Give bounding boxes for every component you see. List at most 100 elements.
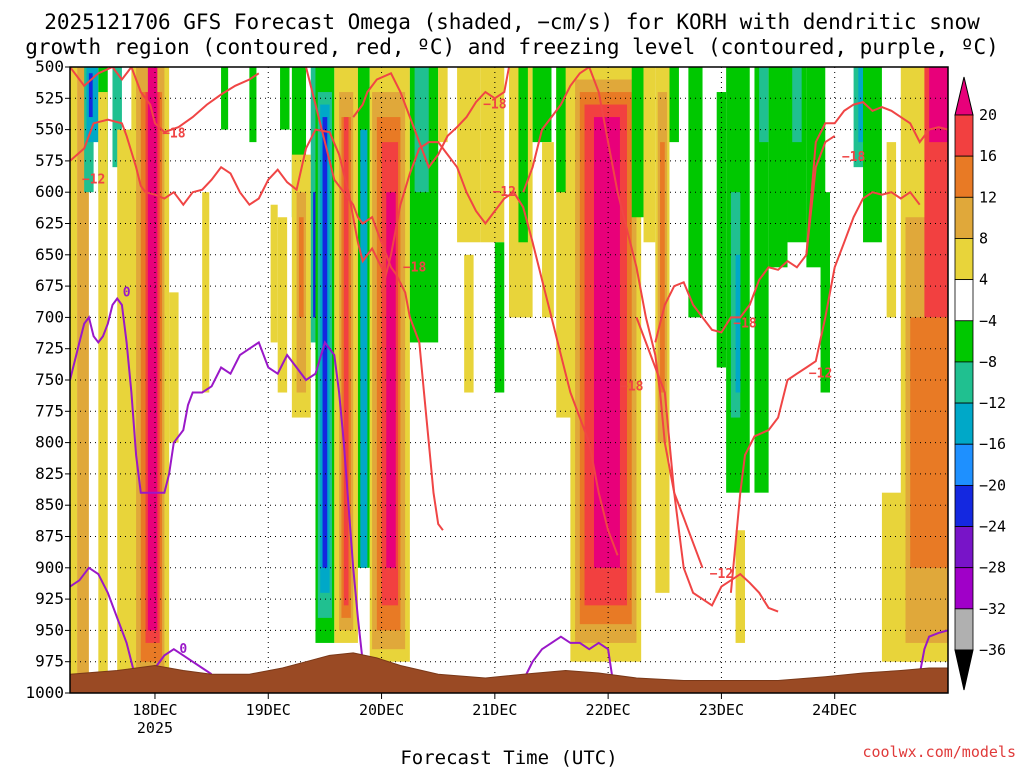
y-tick-label-500: 500 xyxy=(35,57,64,76)
omega-band-65 xyxy=(669,67,679,143)
omega-band-47 xyxy=(480,67,505,243)
contour-label-dgz-minus12-east: −12 xyxy=(809,367,832,382)
colorbar-segment-1 xyxy=(954,155,974,198)
omega-band-44 xyxy=(438,67,448,143)
omega-band-13 xyxy=(147,67,158,631)
omega-band-6 xyxy=(98,92,108,675)
omega-band-20 xyxy=(277,217,288,393)
y-tick-label-525: 525 xyxy=(35,88,64,107)
y-tick-label-1000: 1000 xyxy=(25,683,64,702)
colorbar-segment-7 xyxy=(954,402,974,445)
contour-dgz-minus18-early xyxy=(70,67,260,134)
pressure-axis: 500 525 550 575 600 625 650 675 700 725 750 775 800 8… xyxy=(25,57,70,702)
x-tick-label-24DEC: 24DEC xyxy=(812,701,857,719)
colorbar-segment-10 xyxy=(954,526,974,569)
x-tick-label-21DEC: 21DEC xyxy=(472,701,517,719)
omega-shading xyxy=(70,67,948,675)
contour-label-dgz-minus18-mid: −18 xyxy=(403,260,427,275)
x-axis-label: Forecast Time (UTC) xyxy=(400,747,617,768)
contour-label-dgz-minus18-late: −18 xyxy=(620,379,644,394)
omega-band-36 xyxy=(360,129,368,568)
contour-freezing-0-mid xyxy=(522,635,614,681)
credit-text: coolwx.com/models xyxy=(862,743,1016,761)
temperature-contours: −12 −18 −18 −18 −12 −18 −12 −18 −12 −18 0 0 xyxy=(70,67,948,683)
omega-band-50 xyxy=(518,67,528,243)
omega-band-76 xyxy=(792,67,802,143)
omega-band-17 xyxy=(249,67,257,143)
contour-label-dgz-minus18-mid2: −18 xyxy=(483,98,507,113)
x-tick-label-18DEC: 18DEC xyxy=(132,701,177,719)
y-tick-label-625: 625 xyxy=(35,214,64,233)
contour-dgz-minus18-far xyxy=(805,100,948,255)
omega-band-86 xyxy=(910,317,948,568)
y-tick-label-800: 800 xyxy=(35,433,64,452)
y-tick-label-550: 550 xyxy=(35,120,64,139)
omega-colorbar: 20 16 12 8 4 −4 −8 −12 −16 −20 −24 −28 −32 −36 xyxy=(954,76,1006,691)
omega-band-24 xyxy=(298,217,304,318)
colorbar-segment-2 xyxy=(954,196,974,239)
colorbar-top-arrow xyxy=(954,76,974,116)
omega-band-8 xyxy=(117,129,134,675)
contour-label-dgz-minus18-east: −18 xyxy=(733,317,757,332)
y-tick-label-575: 575 xyxy=(35,151,64,170)
colorbar-label-6: −8 xyxy=(979,353,997,371)
omega-band-48 xyxy=(494,242,505,393)
contour-freezing-0-early xyxy=(70,296,364,662)
x-tick-label-20DEC: 20DEC xyxy=(359,701,404,719)
colorbar-segment-9 xyxy=(954,484,974,527)
colorbar-label-0: 20 xyxy=(979,106,997,124)
contour-label-dgz-minus12-mid: −12 xyxy=(493,185,516,200)
omega-band-18 xyxy=(270,204,278,343)
colorbar-label-4: 4 xyxy=(979,271,988,289)
omega-band-0 xyxy=(70,67,78,675)
contour-dgz-minus18-late xyxy=(522,67,704,569)
colorbar-segment-4 xyxy=(954,279,974,322)
omega-band-71 xyxy=(735,530,746,643)
contour-dgz-minus12-east xyxy=(729,190,921,593)
y-tick-label-900: 900 xyxy=(35,558,64,577)
omega-band-78 xyxy=(820,192,830,393)
y-tick-label-600: 600 xyxy=(35,182,64,201)
omega-band-61 xyxy=(643,67,656,243)
colorbar-label-1: 16 xyxy=(979,147,997,165)
omega-band-16 xyxy=(221,67,229,130)
y-tick-label-750: 750 xyxy=(35,370,64,389)
contour-label-dgz-minus18-early: −18 xyxy=(162,126,186,141)
contour-label-dgz-minus12-late: −12 xyxy=(710,567,733,582)
colorbar-segment-8 xyxy=(954,443,974,486)
colorbar-label-5: −4 xyxy=(979,312,997,330)
contour-dgz-minus12-mid xyxy=(380,141,619,556)
contour-label-dgz-minus12-early: −12 xyxy=(82,173,105,188)
y-tick-label-925: 925 xyxy=(35,589,64,608)
y-tick-label-825: 825 xyxy=(35,464,64,483)
omega-band-80 xyxy=(858,67,864,143)
x-tick-label-23DEC: 23DEC xyxy=(699,701,744,719)
omega-band-74 xyxy=(768,67,788,268)
y-tick-label-675: 675 xyxy=(35,276,64,295)
colorbar-segment-12 xyxy=(954,608,974,651)
colorbar-segment-5 xyxy=(954,320,974,363)
colorbar-label-8: −16 xyxy=(979,435,1006,453)
omega-band-7 xyxy=(112,67,122,168)
y-tick-label-850: 850 xyxy=(35,495,64,514)
omega-band-88 xyxy=(929,67,948,143)
colorbar-label-11: −28 xyxy=(979,559,1006,577)
omega-band-72 xyxy=(754,67,769,493)
y-tick-label-725: 725 xyxy=(35,339,64,358)
omega-band-64 xyxy=(660,142,665,393)
colorbar-label-10: −24 xyxy=(979,518,1006,536)
contour-dgz-minus12-late xyxy=(635,317,779,613)
contour-label-freezing-0-early: 0 xyxy=(123,285,131,300)
omega-band-1 xyxy=(77,67,89,675)
omega-band-73 xyxy=(759,67,769,143)
y-tick-label-775: 775 xyxy=(35,401,64,420)
colorbar-segment-6 xyxy=(954,361,974,404)
y-tick-label-975: 975 xyxy=(35,652,64,671)
y-tick-label-650: 650 xyxy=(35,245,64,264)
terrain-surface xyxy=(70,652,948,693)
terrain-fill xyxy=(70,652,948,693)
colorbar-label-9: −20 xyxy=(979,476,1006,494)
